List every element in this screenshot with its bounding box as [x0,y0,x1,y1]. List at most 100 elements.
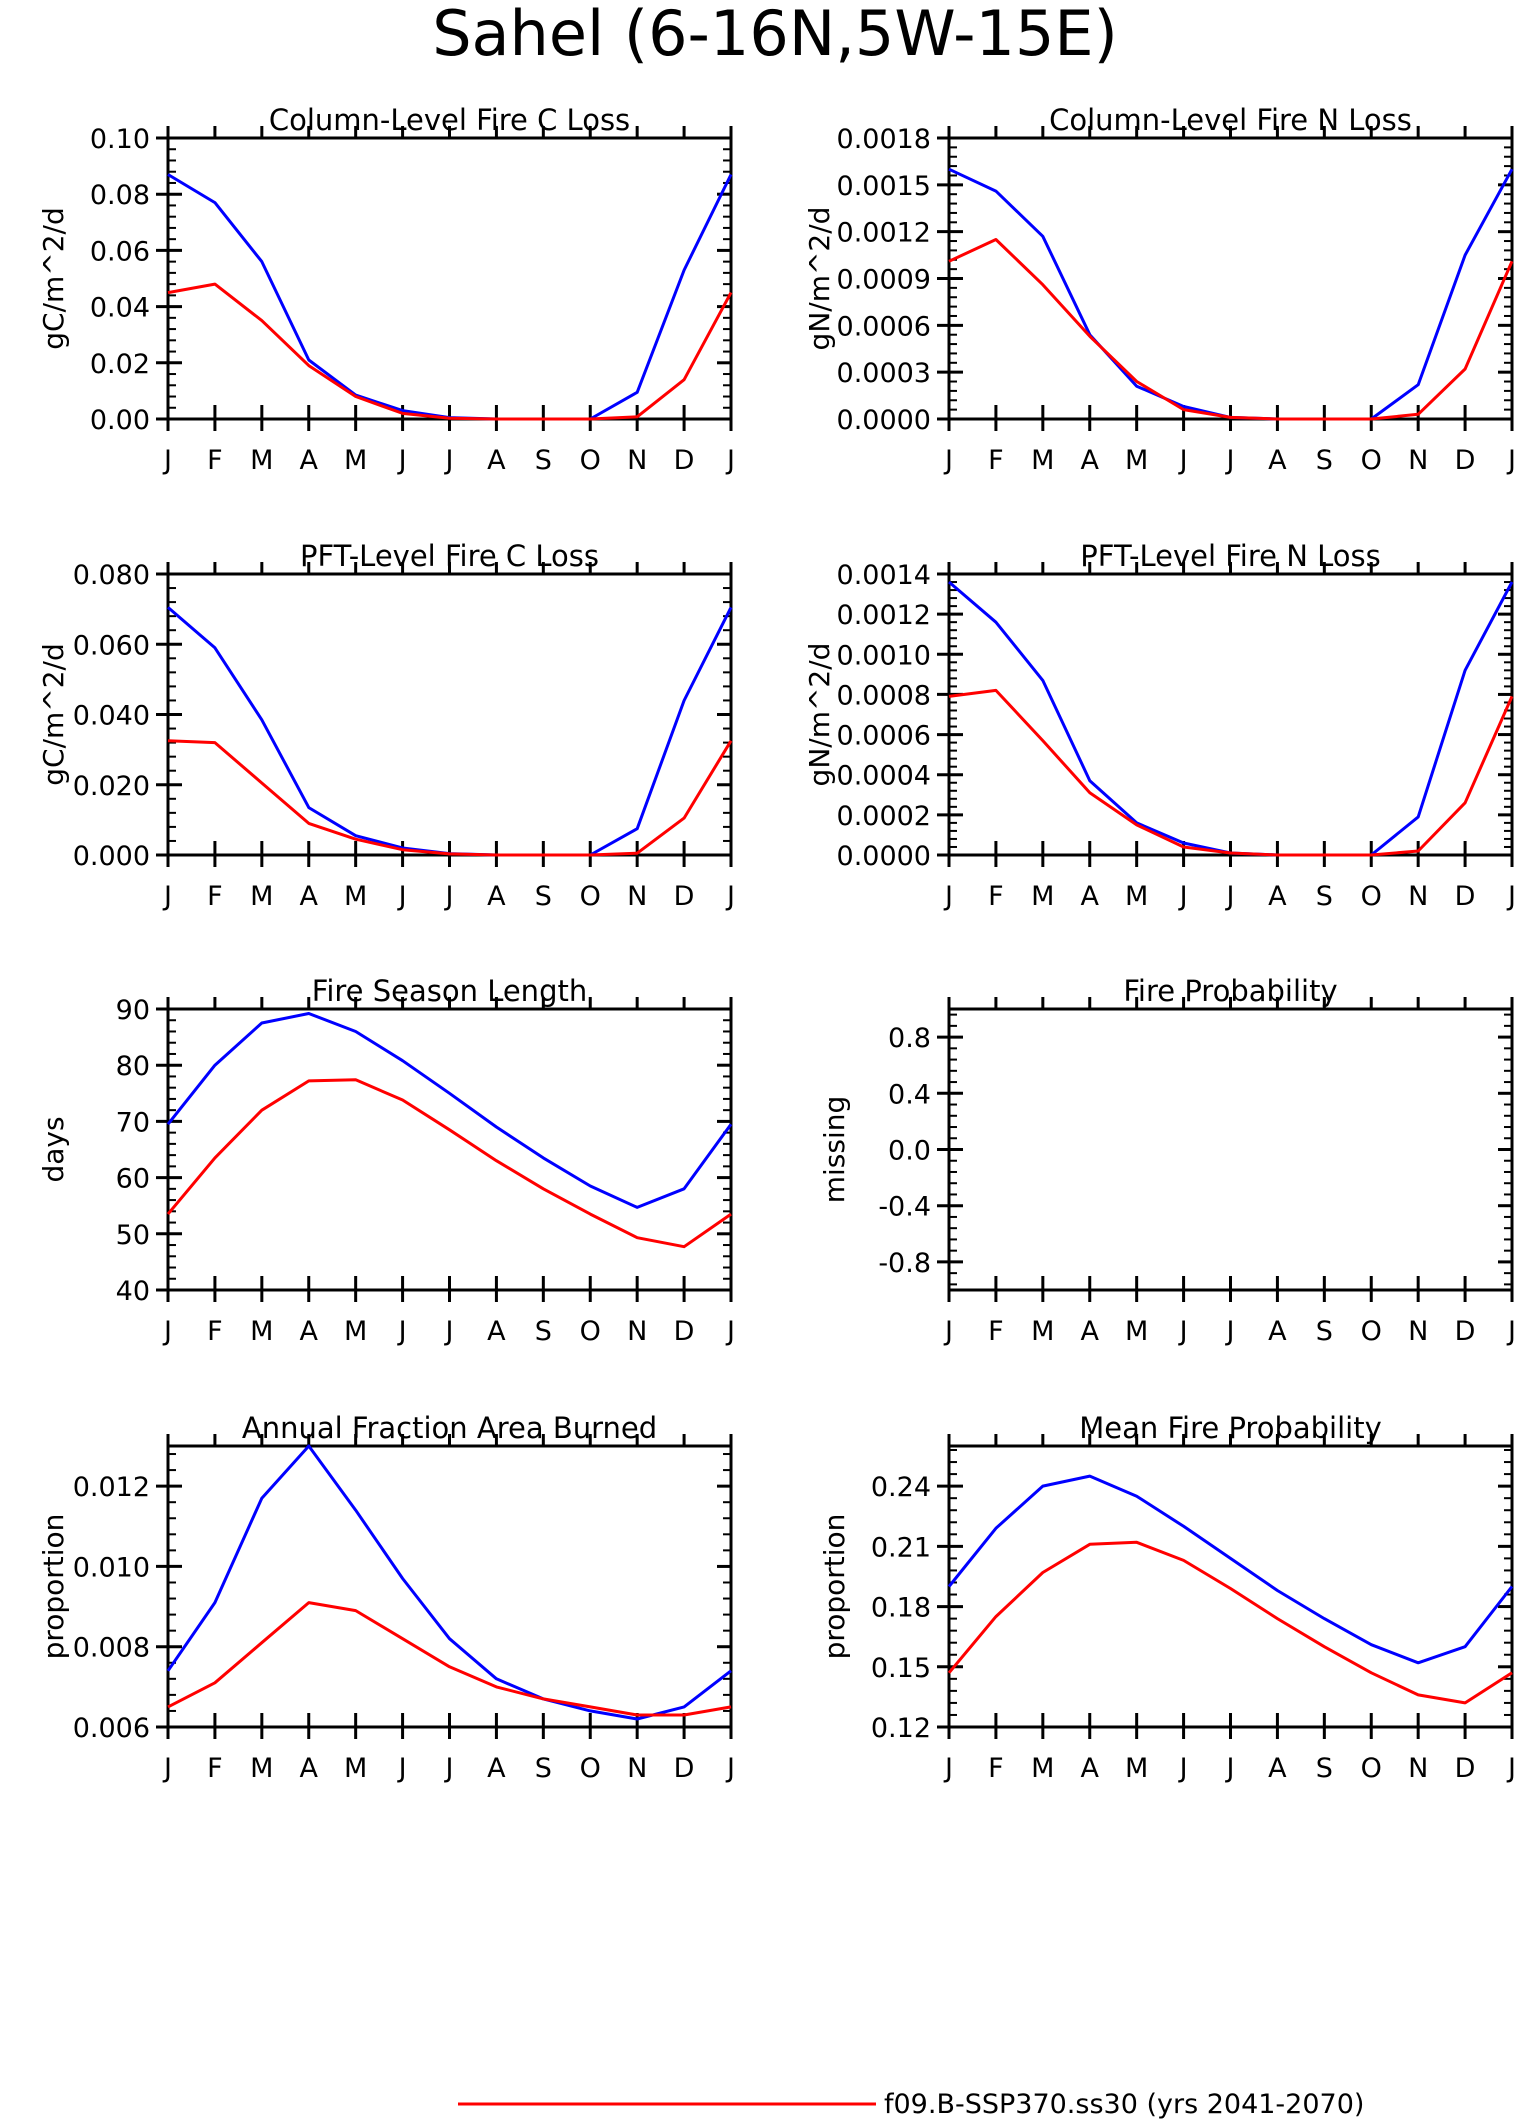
x-tick-label: A [1081,1753,1100,1784]
y-axis-label: gN/m^2/d [803,643,836,787]
x-tick-label: A [1081,881,1100,912]
x-tick-label: J [725,1753,735,1784]
y-axis-label: days [37,1116,70,1182]
series-line-blue [167,606,733,857]
x-tick-label: D [1455,881,1476,912]
x-tick-label: O [580,881,601,912]
y-tick-label: 0.020 [73,771,150,802]
y-tick-label: 0.0000 [837,841,931,872]
y-tick-label: 0.006 [73,1713,150,1744]
y-tick-label: 0.0012 [837,600,931,631]
x-tick-label: J [1506,881,1516,912]
x-tick-label: S [535,1316,552,1347]
x-tick-label: S [535,1753,552,1784]
x-tick-label: J [1225,881,1235,912]
x-tick-label: M [344,445,367,476]
y-tick-label: 0.0 [888,1136,931,1167]
x-tick-label: J [1178,1753,1188,1784]
x-tick-label: O [1361,1316,1382,1347]
series-line-red [948,688,1514,857]
x-tick-label: O [580,1316,601,1347]
chart-panel-col-fire-c: Column-Level Fire C LossgC/m^2/d0.000.02… [37,103,735,476]
plot-frame [947,136,1514,421]
plot-frame [166,1007,733,1292]
x-tick-label: J [1178,1316,1188,1347]
x-tick-label: J [725,881,735,912]
x-tick-label: N [627,881,647,912]
x-tick-label: A [1268,445,1287,476]
series-line-red [947,1540,1513,1705]
x-tick-label: M [1125,881,1148,912]
x-tick-label: J [943,881,953,912]
x-tick-label: J [1225,445,1235,476]
y-tick-label: 0.15 [871,1653,931,1684]
chart-panel-mean-fire-probability: Mean Fire Probabilityproportion0.120.150… [818,1411,1516,1784]
x-tick-label: J [1178,881,1188,912]
x-tick-label: F [207,1316,223,1347]
y-tick-label: 50 [116,1220,150,1251]
y-tick-label: -0.4 [878,1192,931,1223]
x-tick-label: F [988,1753,1004,1784]
chart-panel-pft-fire-c: PFT-Level Fire C LossgC/m^2/d0.0000.0200… [37,539,735,912]
x-tick-label: M [1031,445,1054,476]
y-axis-label: proportion [37,1514,70,1660]
x-tick-label: J [397,1753,407,1784]
x-tick-label: A [1268,1753,1287,1784]
y-axis-label: gC/m^2/d [37,207,70,350]
y-axis-label: proportion [818,1514,851,1660]
chart-panel-fire-probability: Fire Probabilitymissing-0.8-0.40.00.40.8… [818,974,1516,1347]
y-tick-label: -0.8 [878,1248,931,1279]
chart-panels: Column-Level Fire C LossgC/m^2/d0.000.02… [37,103,1516,1784]
y-tick-label: 90 [116,995,150,1026]
y-tick-label: 0.06 [90,236,150,267]
y-tick-label: 0.0004 [837,761,931,792]
x-tick-label: A [487,445,506,476]
x-tick-label: J [397,445,407,476]
x-tick-label: N [1408,445,1428,476]
plot-frame [166,1444,733,1729]
y-tick-label: 0.0015 [837,171,931,202]
y-tick-label: 0.080 [73,560,150,591]
series-line-red [167,282,733,421]
x-tick-label: N [1408,881,1428,912]
y-tick-label: 0.0012 [837,218,931,249]
x-tick-label: D [1455,445,1476,476]
series-line-blue [948,167,1514,421]
x-tick-label: S [1316,881,1333,912]
plot-frame [947,1444,1514,1729]
y-tick-label: 0.18 [871,1593,931,1624]
x-tick-label: S [535,881,552,912]
y-tick-label: 0.040 [73,701,150,732]
x-tick-label: O [1361,881,1382,912]
x-tick-label: S [1316,445,1333,476]
x-tick-label: S [1316,1753,1333,1784]
y-tick-label: 0.04 [90,293,150,324]
y-tick-label: 0.0003 [837,358,931,389]
y-tick-label: 0.0006 [837,721,931,752]
x-tick-label: M [1125,1753,1148,1784]
y-tick-label: 0.010 [73,1552,150,1583]
series-line-blue [948,580,1514,857]
x-tick-label: O [1361,445,1382,476]
x-tick-label: M [1031,1753,1054,1784]
y-tick-label: 60 [116,1164,150,1195]
legend: f09.B-SSP370.ss30 (yrs 2041-2070) [458,2089,1364,2120]
x-tick-label: F [207,1753,223,1784]
x-tick-label: M [1031,881,1054,912]
y-tick-label: 0.0000 [837,405,931,436]
x-tick-label: O [1361,1753,1382,1784]
x-tick-label: M [250,1316,273,1347]
y-tick-label: 0.0010 [837,640,931,671]
series-line-red [948,238,1514,421]
series-line-red [167,739,733,857]
x-tick-label: D [1455,1753,1476,1784]
y-tick-label: 0.4 [888,1079,931,1110]
y-tick-label: 0.00 [90,405,150,436]
x-tick-label: A [1268,881,1287,912]
x-tick-label: D [674,1753,695,1784]
x-tick-label: J [1178,445,1188,476]
x-tick-label: F [988,445,1004,476]
x-tick-label: A [300,881,319,912]
figure-title: Sahel (6-16N,5W-15E) [432,0,1118,70]
